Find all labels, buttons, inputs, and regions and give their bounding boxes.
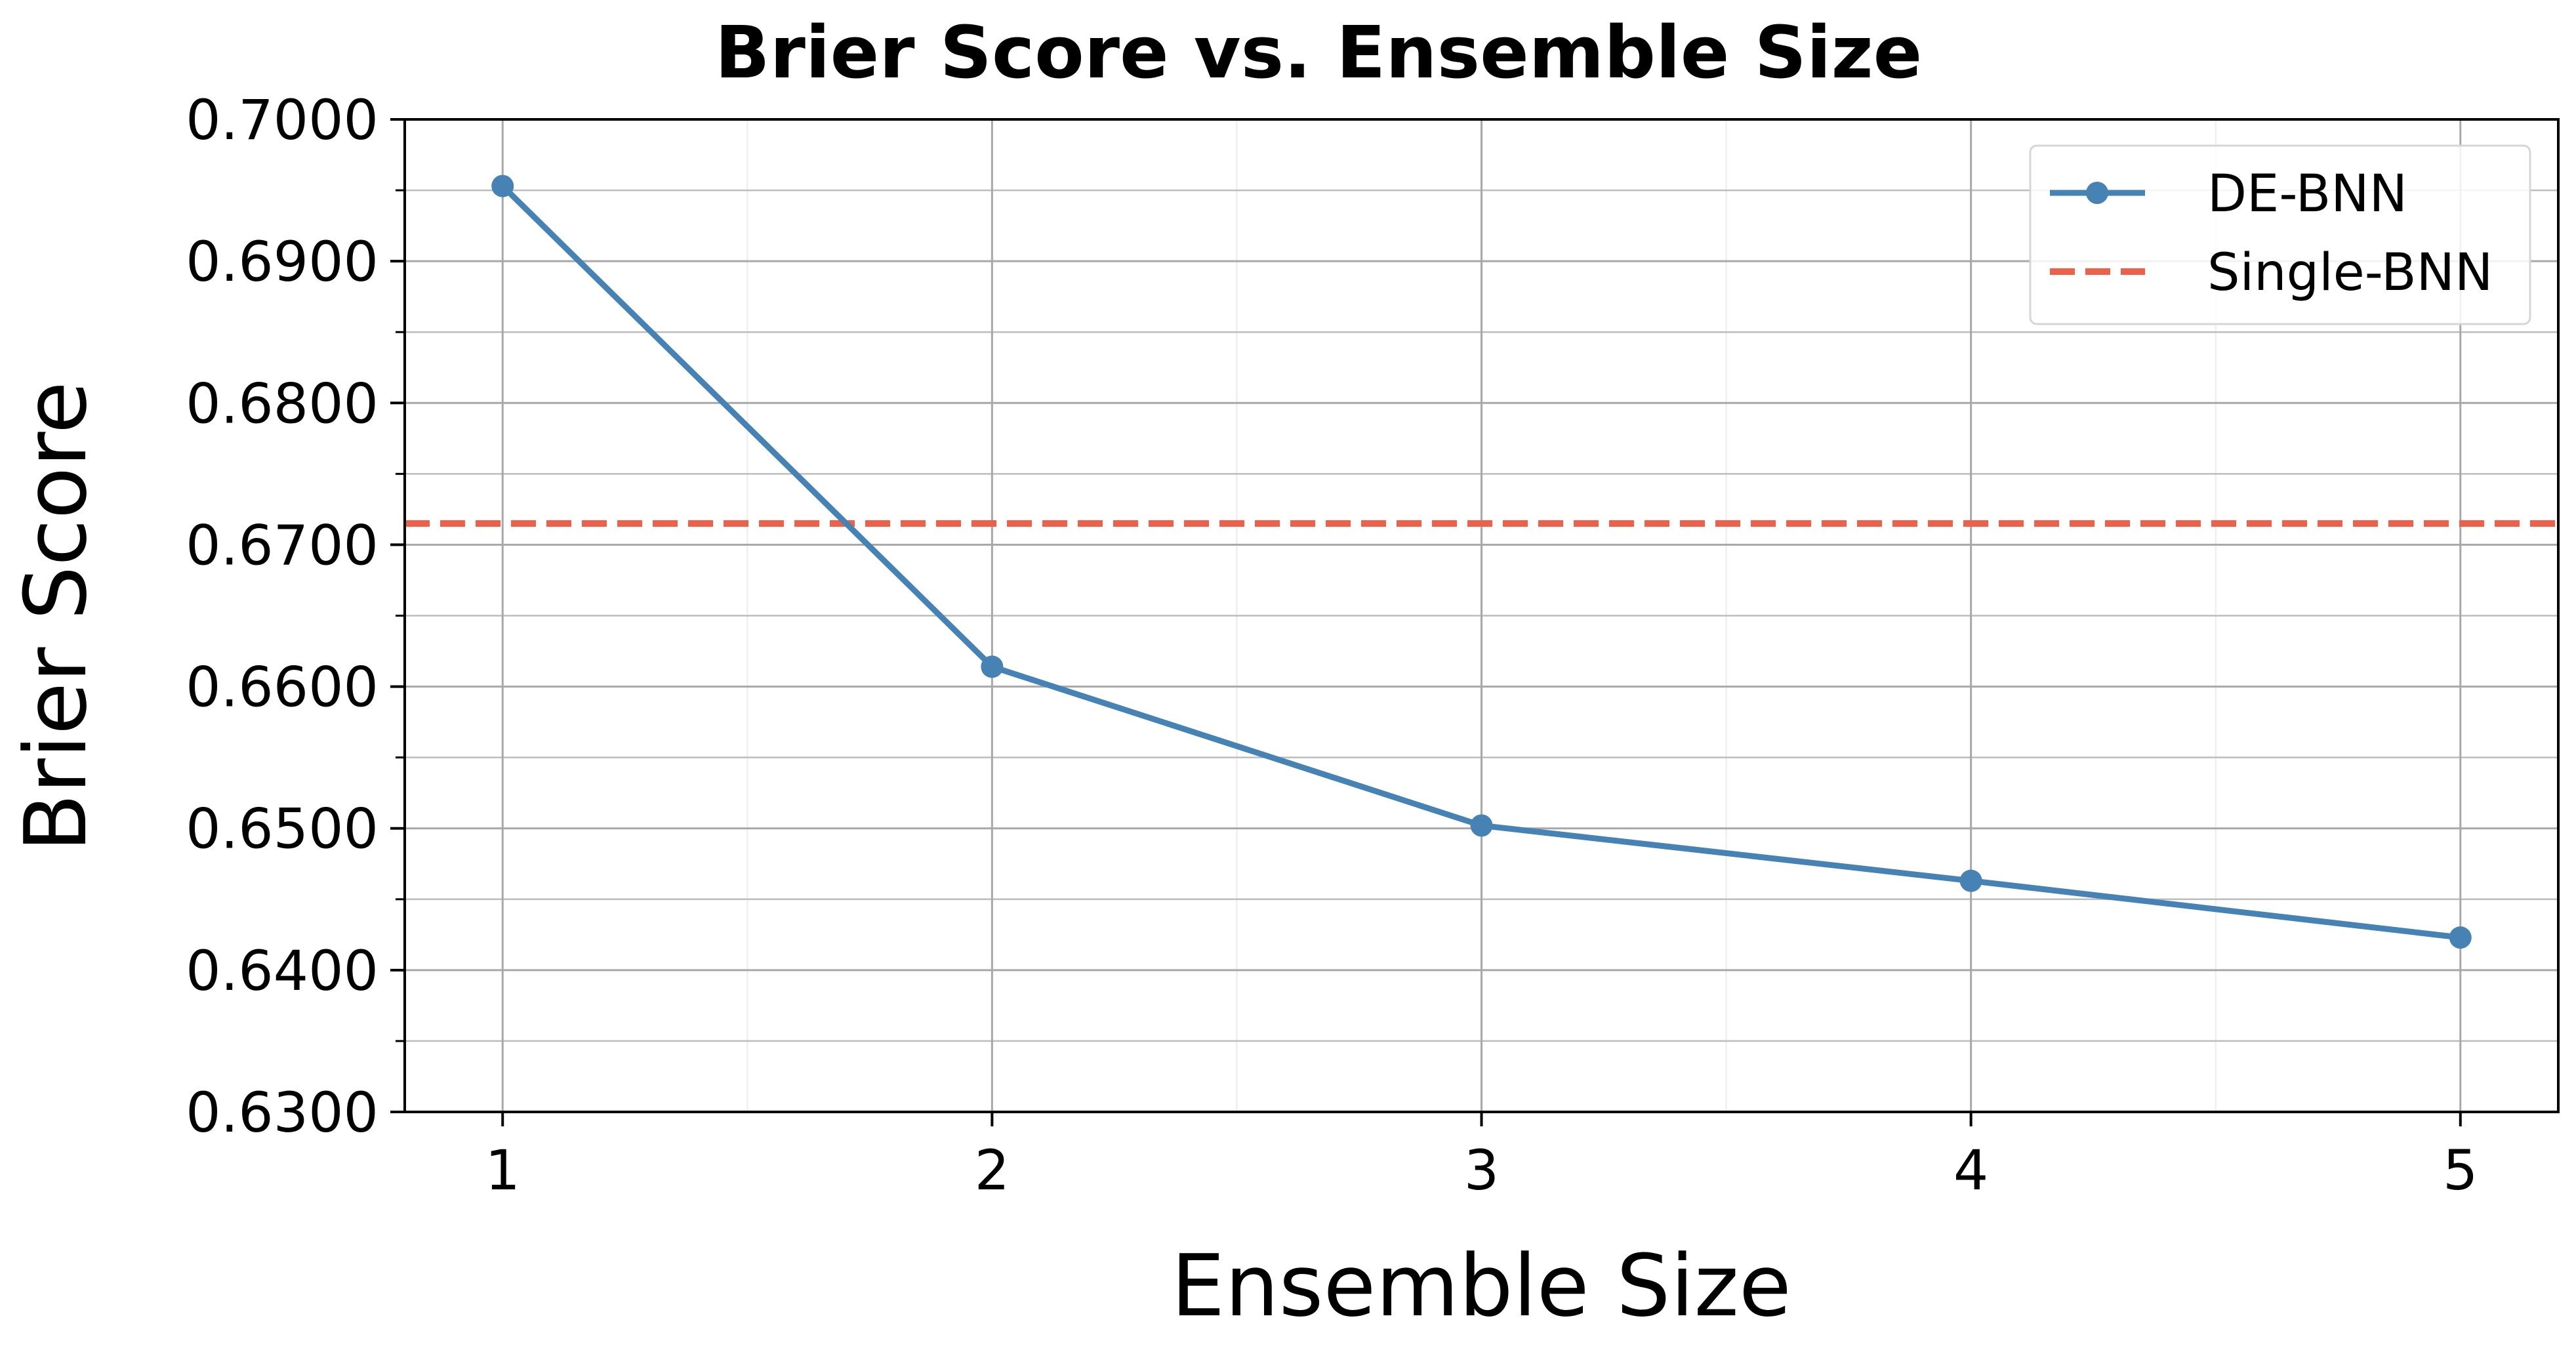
legend-box: [2029, 144, 2531, 325]
legend: DE-BNN Single-BNN: [2029, 144, 2531, 325]
x-tick-label: 2: [975, 1138, 1010, 1202]
y-tick-label: 0.7000: [186, 88, 378, 152]
data-point: [1959, 869, 1982, 892]
y-tick-label: 0.6400: [186, 939, 378, 1003]
x-tick-label: 4: [1953, 1138, 1988, 1202]
x-tick-label: 5: [2443, 1138, 2478, 1202]
legend-marker-de-bnn: [2086, 182, 2108, 204]
legend-label-single-bnn: Single-BNN: [2207, 243, 2493, 302]
y-tick-label: 0.6700: [186, 513, 378, 577]
y-tick-label: 0.6900: [186, 230, 378, 294]
data-point: [1470, 814, 1493, 837]
y-tick-label: 0.6500: [186, 797, 378, 861]
x-tick-label: 1: [485, 1138, 520, 1202]
data-point: [2449, 926, 2472, 949]
y-tick-label: 0.6300: [186, 1080, 378, 1145]
data-point: [491, 174, 514, 197]
y-axis-label: Brier Score: [6, 381, 106, 852]
x-tick-label: 3: [1464, 1138, 1499, 1202]
y-tick-label: 0.6600: [186, 655, 378, 720]
y-tick-label: 0.6800: [186, 371, 378, 436]
legend-label-de-bnn: DE-BNN: [2207, 165, 2407, 224]
data-point: [981, 655, 1004, 678]
ticks: 0.6300 0.6400 0.6500 0.6600 0.6700 0.6800 0.69…: [186, 88, 2478, 1202]
x-axis-label: Ensemble Size: [1171, 1236, 1791, 1336]
plot-data: [405, 174, 2558, 949]
chart-title: Brier Score vs. Ensemble Size: [715, 10, 1922, 94]
